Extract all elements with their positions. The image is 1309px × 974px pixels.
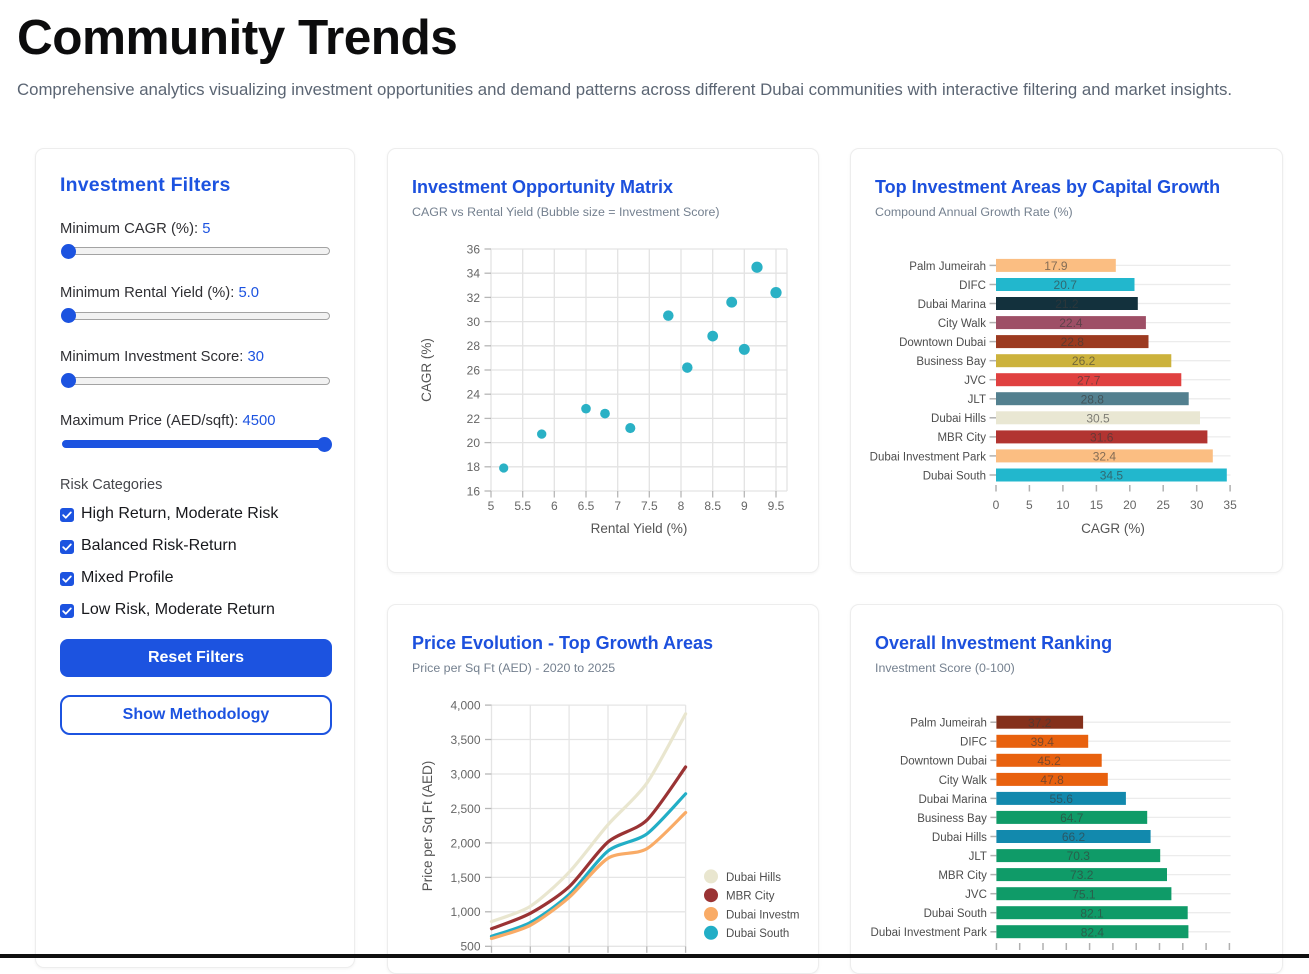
svg-text:37.2: 37.2 xyxy=(1028,716,1052,730)
svg-text:82.4: 82.4 xyxy=(1081,925,1105,939)
svg-text:Dubai Marina: Dubai Marina xyxy=(918,299,987,311)
svg-text:City Walk: City Walk xyxy=(938,318,986,330)
svg-text:MBR City: MBR City xyxy=(938,870,987,882)
svg-text:Dubai Investment Park: Dubai Investment Park xyxy=(870,451,987,463)
svg-text:MBR City: MBR City xyxy=(726,891,775,903)
svg-text:9.5: 9.5 xyxy=(768,499,785,513)
svg-text:21.2: 21.2 xyxy=(1055,297,1079,311)
svg-text:22.8: 22.8 xyxy=(1061,335,1085,349)
svg-text:64.7: 64.7 xyxy=(1060,811,1084,825)
svg-text:28.8: 28.8 xyxy=(1081,392,1105,406)
svg-text:8: 8 xyxy=(678,499,685,513)
svg-text:DIFC: DIFC xyxy=(959,280,986,292)
svg-text:75.1: 75.1 xyxy=(1072,887,1096,901)
svg-text:Dubai Marina: Dubai Marina xyxy=(918,794,987,806)
svg-text:31.6: 31.6 xyxy=(1090,431,1114,445)
svg-text:55.6: 55.6 xyxy=(1050,792,1074,806)
svg-text:82.1: 82.1 xyxy=(1080,906,1104,920)
svg-text:Downtown Dubai: Downtown Dubai xyxy=(900,756,987,768)
svg-text:8.5: 8.5 xyxy=(704,499,721,513)
svg-text:DIFC: DIFC xyxy=(960,737,987,749)
svg-text:24: 24 xyxy=(467,388,481,402)
svg-text:5: 5 xyxy=(1026,498,1033,512)
svg-text:Dubai South: Dubai South xyxy=(924,908,987,920)
svg-text:30: 30 xyxy=(467,315,481,329)
svg-text:22.4: 22.4 xyxy=(1059,316,1083,330)
svg-text:66.2: 66.2 xyxy=(1062,830,1086,844)
svg-text:1,000: 1,000 xyxy=(450,905,480,919)
svg-text:3,000: 3,000 xyxy=(450,767,480,781)
svg-text:3,500: 3,500 xyxy=(450,733,480,747)
svg-text:Dubai South: Dubai South xyxy=(923,470,986,482)
svg-text:2,500: 2,500 xyxy=(450,802,480,816)
svg-text:35: 35 xyxy=(1223,498,1237,512)
svg-text:Business Bay: Business Bay xyxy=(916,356,986,368)
svg-text:CAGR (%): CAGR (%) xyxy=(1081,521,1145,536)
svg-text:4,000: 4,000 xyxy=(450,699,480,713)
svg-text:39.4: 39.4 xyxy=(1031,735,1055,749)
svg-text:27.7: 27.7 xyxy=(1077,373,1101,387)
svg-text:25: 25 xyxy=(1157,498,1171,512)
svg-text:45.2: 45.2 xyxy=(1037,754,1061,768)
svg-text:18: 18 xyxy=(467,460,481,474)
svg-text:6.5: 6.5 xyxy=(578,499,595,513)
svg-text:0: 0 xyxy=(993,498,1000,512)
svg-text:22: 22 xyxy=(467,412,481,426)
svg-text:CAGR (%): CAGR (%) xyxy=(419,338,434,402)
svg-text:36: 36 xyxy=(467,242,481,256)
svg-text:Downtown Dubai: Downtown Dubai xyxy=(899,337,986,349)
svg-text:City Walk: City Walk xyxy=(939,775,987,787)
svg-text:47.8: 47.8 xyxy=(1040,773,1064,787)
svg-text:20: 20 xyxy=(467,436,481,450)
svg-text:1,500: 1,500 xyxy=(450,871,480,885)
svg-text:6: 6 xyxy=(551,499,558,513)
svg-text:30.5: 30.5 xyxy=(1086,411,1110,425)
svg-text:34: 34 xyxy=(467,267,481,281)
svg-text:Dubai South: Dubai South xyxy=(726,928,789,940)
svg-text:73.2: 73.2 xyxy=(1070,868,1094,882)
svg-text:20.7: 20.7 xyxy=(1054,278,1078,292)
svg-text:JLT: JLT xyxy=(969,851,987,863)
svg-text:JLT: JLT xyxy=(968,394,986,406)
svg-text:Dubai Hills: Dubai Hills xyxy=(726,872,781,884)
svg-text:Dubai Investm: Dubai Investm xyxy=(726,909,800,921)
svg-text:500: 500 xyxy=(460,940,480,954)
svg-text:Palm Jumeirah: Palm Jumeirah xyxy=(910,718,987,730)
svg-text:Rental Yield (%): Rental Yield (%) xyxy=(591,521,688,536)
svg-text:Business Bay: Business Bay xyxy=(917,813,987,825)
svg-text:5: 5 xyxy=(488,499,495,513)
svg-text:32: 32 xyxy=(467,291,481,305)
svg-text:10: 10 xyxy=(1056,498,1070,512)
svg-text:17.9: 17.9 xyxy=(1044,259,1068,273)
svg-text:34.5: 34.5 xyxy=(1100,469,1124,483)
svg-text:26: 26 xyxy=(467,363,481,377)
svg-text:JVC: JVC xyxy=(965,889,987,901)
svg-text:Palm Jumeirah: Palm Jumeirah xyxy=(909,261,986,273)
svg-text:2,000: 2,000 xyxy=(450,836,480,850)
svg-text:28: 28 xyxy=(467,339,481,353)
svg-text:15: 15 xyxy=(1090,498,1104,512)
svg-text:Price per Sq Ft (AED): Price per Sq Ft (AED) xyxy=(420,761,435,892)
svg-text:26.2: 26.2 xyxy=(1072,354,1096,368)
svg-text:32.4: 32.4 xyxy=(1093,450,1117,464)
svg-text:20: 20 xyxy=(1123,498,1137,512)
svg-text:5.5: 5.5 xyxy=(514,499,531,513)
svg-text:16: 16 xyxy=(467,484,481,498)
svg-text:70.3: 70.3 xyxy=(1067,849,1091,863)
svg-text:Dubai Hills: Dubai Hills xyxy=(932,832,987,844)
svg-text:JVC: JVC xyxy=(964,375,986,387)
svg-text:7: 7 xyxy=(614,499,621,513)
svg-text:30: 30 xyxy=(1190,498,1204,512)
svg-text:9: 9 xyxy=(741,499,748,513)
svg-text:MBR City: MBR City xyxy=(937,432,986,444)
svg-text:Dubai Hills: Dubai Hills xyxy=(931,413,986,425)
svg-text:Dubai Investment Park: Dubai Investment Park xyxy=(871,927,988,939)
svg-text:7.5: 7.5 xyxy=(641,499,658,513)
